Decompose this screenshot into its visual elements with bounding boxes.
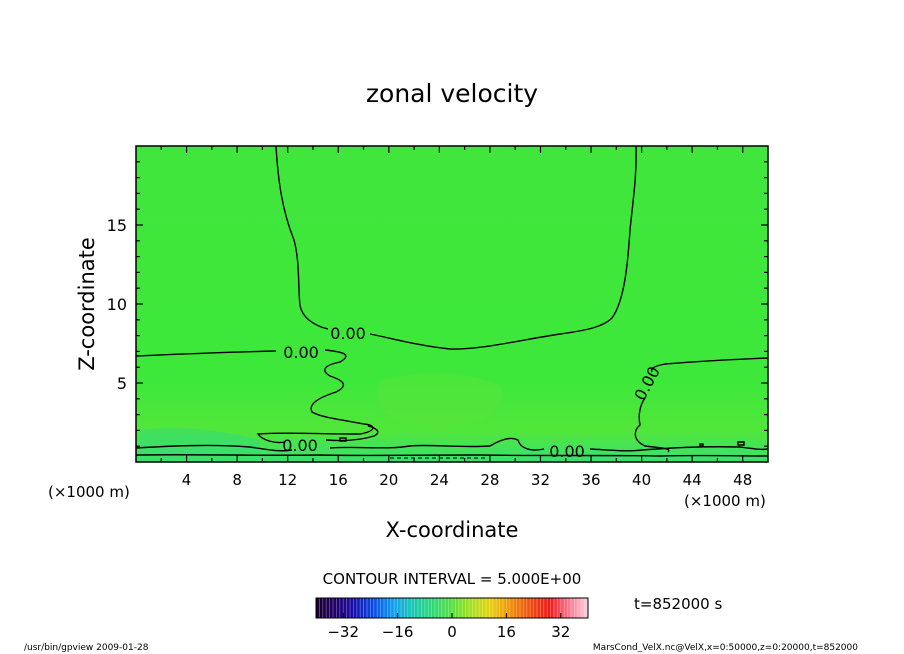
contour-line-upper [275, 145, 637, 350]
contour-label-lower-left: 0.00 [282, 436, 318, 455]
contour-lines [135, 145, 769, 459]
y-axis: 5 10 15 [107, 161, 768, 447]
contour-line-near-surface [135, 437, 769, 452]
y-tick-label: 5 [117, 374, 127, 393]
contour-line-surface [135, 454, 769, 457]
y-axis-label: Z-coordinate [75, 237, 99, 371]
colorbar-bins [318, 598, 585, 618]
colorbar-tick-label: −32 [327, 623, 359, 641]
plot-area: 0.00 0.00 0.00 0.00 0.00 [135, 145, 769, 463]
colorbar: −32 −16 0 16 32 [315, 597, 589, 641]
x-unit-right: (×1000 m) [684, 492, 766, 510]
x-axis: 4 8 12 16 20 24 28 32 36 40 44 48 [160, 146, 752, 489]
contour-label-lower-center: 0.00 [549, 442, 585, 461]
footer-right: MarsCond_VelX.nc@VelX,x=0:50000,z=0:2000… [593, 643, 858, 653]
x-axis-label: X-coordinate [386, 518, 519, 542]
contour-line-middle [135, 349, 379, 444]
colorbar-tick-label: 16 [497, 623, 516, 641]
y-tick-label: 15 [107, 216, 127, 235]
x-tick-label: 28 [480, 471, 499, 489]
x-tick-label: 32 [531, 471, 550, 489]
contour-blob-2 [737, 441, 745, 446]
x-unit-left: (×1000 m) [48, 483, 130, 501]
colorbar-tick-label: 32 [551, 623, 570, 641]
contour-label-upper: 0.00 [330, 324, 366, 343]
field-patch-cool [140, 428, 260, 455]
x-tick-label: 20 [379, 471, 398, 489]
x-tick-label: 24 [430, 471, 449, 489]
x-tick-label: 40 [632, 471, 651, 489]
colorbar-scale [316, 598, 588, 618]
time-label: t=852000 s [634, 595, 722, 613]
contour-interval: CONTOUR INTERVAL = 5.000E+00 [323, 570, 582, 588]
colorbar-ticks: −32 −16 0 16 32 [327, 613, 570, 641]
contour-blob-1 [339, 437, 347, 442]
contour-blob-3 [699, 443, 704, 447]
x-tick-label: 44 [683, 471, 702, 489]
field-patch-warm [377, 373, 502, 429]
colorbar-tick-label: 0 [447, 623, 457, 641]
y-tick-label: 10 [107, 295, 127, 314]
chart-title: zonal velocity [366, 79, 538, 108]
colorbar-tick-label: −16 [382, 623, 414, 641]
footer-left: /usr/bin/gpview 2009-01-28 [24, 643, 149, 653]
x-tick-label: 36 [581, 471, 600, 489]
x-tick-label: 12 [278, 471, 297, 489]
x-tick-label: 4 [182, 471, 192, 489]
x-tick-label: 48 [733, 471, 752, 489]
x-tick-label: 8 [232, 471, 242, 489]
x-tick-label: 16 [329, 471, 348, 489]
contour-label-middle: 0.00 [283, 343, 319, 362]
